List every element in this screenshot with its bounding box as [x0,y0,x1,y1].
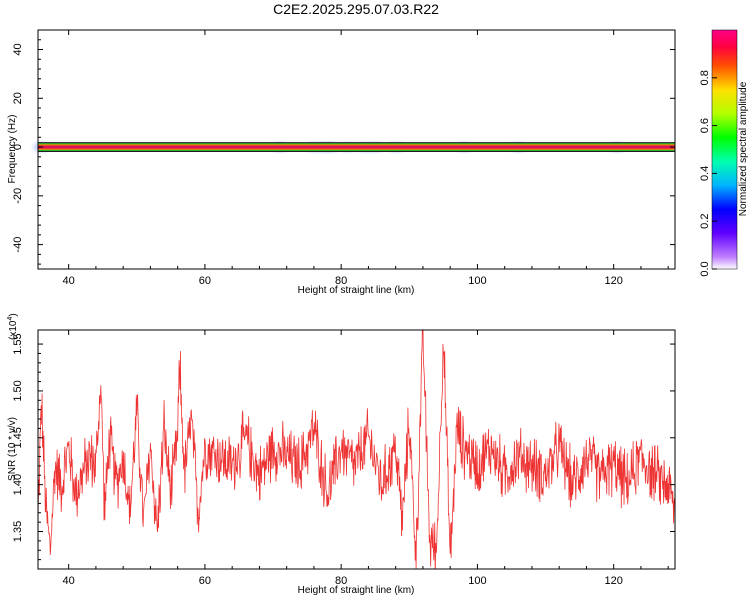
scale-label-exponent: 4 [7,317,14,321]
spectrogram-panel: 40 60 80 100 120 40 20 0 -20 -40 Height of strai… [7,29,676,296]
band-core [38,145,675,149]
x-tick-label: 80 [335,575,347,587]
colorbar-label: Normalized spectral amplitude [738,81,749,216]
colorbar: 0.0 0.2 0.4 0.6 0.8 Normalized spectral ampl… [699,29,749,277]
top-y-axis: 40 20 0 -20 -40 [12,29,675,265]
colorbar-ticks: 0.0 0.2 0.4 0.6 0.8 [699,70,717,277]
colorbar-gradient [711,29,738,270]
frequency-band [38,142,675,152]
bottom-y-axis: 1.35 1.40 1.45 1.50 1.55 [12,333,675,561]
y-tick-label: 20 [12,92,24,104]
top-x-axis: 40 60 80 100 120 [63,30,669,287]
y-tick-label: 1.35 [12,521,24,542]
colorbar-tick-label: 0.2 [699,214,711,229]
scale-label-base: (x10 [8,320,19,340]
snr-frame [37,329,676,570]
x-tick-label: 80 [335,275,347,287]
chart-title: C2E2.2025.295.07.03.R22 [273,1,439,17]
x-tick-label: 100 [468,275,486,287]
x-tick-label: 40 [63,275,75,287]
svg-text:(x104): (x104) [7,313,19,340]
spectrogram-frame [37,29,676,270]
top-y-axis-label: Frequency (Hz) [7,115,18,184]
y-tick-label: 1.40 [12,474,24,495]
y-tick-label: 0 [12,144,24,150]
colorbar-tick-label: 0.6 [699,118,711,133]
y-tick-label: 1.45 [12,427,24,448]
bottom-y-axis-label: SNR (10 * v/v) [7,417,18,481]
x-tick-label: 60 [199,575,211,587]
x-tick-label: 100 [468,575,486,587]
bottom-x-axis-label: Height of straight line (km) [298,585,415,596]
snr-panel: 40 60 80 100 120 1.35 1.40 1.45 1.50 1.55 Height… [7,313,676,596]
x-tick-label: 120 [605,275,623,287]
y-tick-label: -20 [12,188,24,204]
x-tick-label: 40 [63,575,75,587]
y-tick-label: 1.50 [12,380,24,401]
top-x-axis-label: Height of straight line (km) [298,285,415,296]
colorbar-tick-label: 0.0 [699,261,711,276]
scale-label-close: ) [8,313,19,316]
colorbar-tick-label: 0.4 [699,166,711,181]
y-tick-label: 1.55 [12,333,24,354]
x-tick-label: 120 [605,575,623,587]
bottom-x-axis: 40 60 80 100 120 [63,330,669,587]
scale-label: (x104) [7,313,19,340]
colorbar-tick-label: 0.8 [699,70,711,85]
y-tick-label: 40 [12,43,24,55]
x-tick-label: 60 [199,275,211,287]
y-tick-label: -40 [12,237,24,253]
snr-series-line [38,330,675,569]
